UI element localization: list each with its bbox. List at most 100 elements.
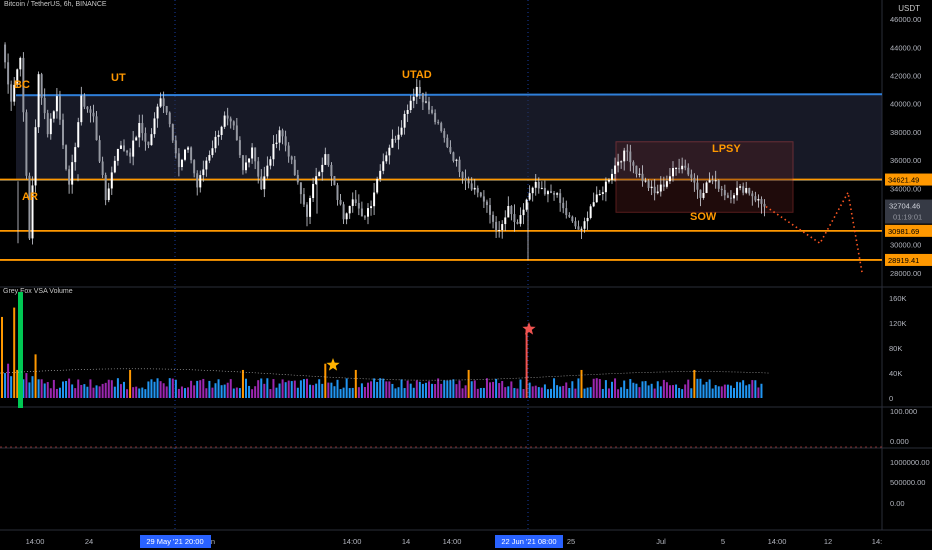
candle-body	[580, 228, 583, 230]
candle-body	[574, 221, 577, 227]
annotation-ar: AR	[22, 191, 38, 203]
volume-bar	[406, 380, 409, 398]
volume-bar	[184, 388, 186, 398]
volume-bar	[443, 380, 446, 398]
volume-bar	[403, 388, 406, 398]
candle-body	[65, 145, 68, 170]
candle-body	[562, 202, 565, 209]
candle-body	[357, 203, 360, 209]
candle-body	[211, 148, 214, 156]
volume-bar	[717, 386, 720, 398]
volume-bar	[302, 379, 305, 398]
candle-body	[556, 193, 559, 195]
volume-bar	[141, 387, 144, 398]
volume-bar	[623, 380, 626, 398]
candle-body	[714, 180, 717, 182]
volume-bar	[501, 381, 504, 398]
volume-bar	[644, 381, 647, 398]
volume-bar	[174, 379, 177, 398]
volume-bar	[437, 378, 440, 398]
candle-body	[208, 155, 211, 161]
volume-bar	[98, 386, 101, 398]
volume-bar	[586, 387, 589, 398]
price-tick-label: 34000.00	[890, 184, 921, 193]
volume-bar	[248, 385, 251, 398]
volume-bar	[232, 388, 235, 398]
volume-bar	[13, 307, 16, 398]
volume-bar	[748, 384, 751, 398]
candle-body	[226, 115, 229, 119]
candle-body	[113, 160, 116, 173]
volume-bar	[83, 384, 86, 398]
volume-bar	[467, 369, 470, 398]
volume-bar	[379, 378, 382, 398]
volume-bar	[665, 382, 668, 398]
candle-body	[470, 183, 473, 190]
candle-body	[409, 100, 412, 111]
volume-bar	[89, 379, 92, 398]
candle-body	[159, 98, 162, 107]
candle-body	[546, 191, 549, 195]
volume-bar	[55, 388, 58, 398]
candle-body	[46, 113, 49, 135]
volume-bar	[214, 383, 217, 398]
volume-tick-label: 160K	[889, 294, 907, 303]
candle-body	[190, 147, 193, 161]
time-highlight-1-bg	[140, 535, 211, 548]
projection-path	[765, 190, 863, 273]
candle-body	[339, 199, 342, 205]
candle-body	[452, 152, 455, 161]
volume-bar	[632, 382, 635, 398]
candle-body	[540, 187, 543, 189]
candle-body	[119, 145, 122, 149]
volume-bar	[601, 388, 604, 398]
time-tick-label: 25	[567, 537, 575, 546]
candle-body	[141, 123, 144, 134]
candle-body	[729, 197, 732, 199]
candle-body	[388, 147, 391, 156]
volume-bar	[507, 386, 510, 398]
volume-bar	[385, 381, 388, 398]
price-tick-label: 38000.00	[890, 128, 921, 137]
volume-bar	[455, 384, 458, 398]
volume-bar	[638, 387, 641, 398]
candle-body	[607, 179, 610, 182]
volume-bar	[370, 381, 373, 398]
volume-bar	[650, 383, 653, 398]
candle-body	[293, 159, 296, 176]
volume-bar	[534, 385, 537, 398]
volume-bar	[495, 378, 498, 398]
candle-body	[662, 184, 665, 187]
candle-body	[89, 109, 92, 113]
candle-body	[168, 112, 171, 125]
volume-bar	[720, 386, 723, 398]
volume-bar	[104, 382, 107, 398]
time-highlight-2-bg	[495, 535, 563, 548]
volume-bar	[34, 354, 37, 398]
time-tick-label: Jul	[656, 537, 666, 546]
volume-bar	[675, 384, 678, 398]
volume-bar	[92, 387, 95, 398]
candle-body	[665, 181, 668, 187]
candle-body	[123, 145, 125, 151]
candle-body	[10, 84, 13, 102]
volume-bar	[129, 369, 132, 398]
volume-bar	[10, 376, 13, 398]
annotation-bc: BC	[14, 79, 30, 91]
volume-tick-label: 40K	[889, 369, 902, 378]
volume-bar	[604, 380, 607, 398]
candle-body	[19, 57, 22, 70]
volume-bar	[595, 378, 598, 398]
candle-body	[534, 181, 537, 188]
candle-body	[421, 93, 424, 103]
candle-body	[550, 191, 552, 194]
candle-body	[370, 206, 373, 209]
candle-body	[632, 162, 635, 166]
volume-bar	[492, 381, 495, 398]
volume-bar	[281, 379, 284, 398]
candle-body	[162, 98, 165, 107]
candle-body	[647, 180, 650, 189]
candle-body	[473, 187, 476, 190]
